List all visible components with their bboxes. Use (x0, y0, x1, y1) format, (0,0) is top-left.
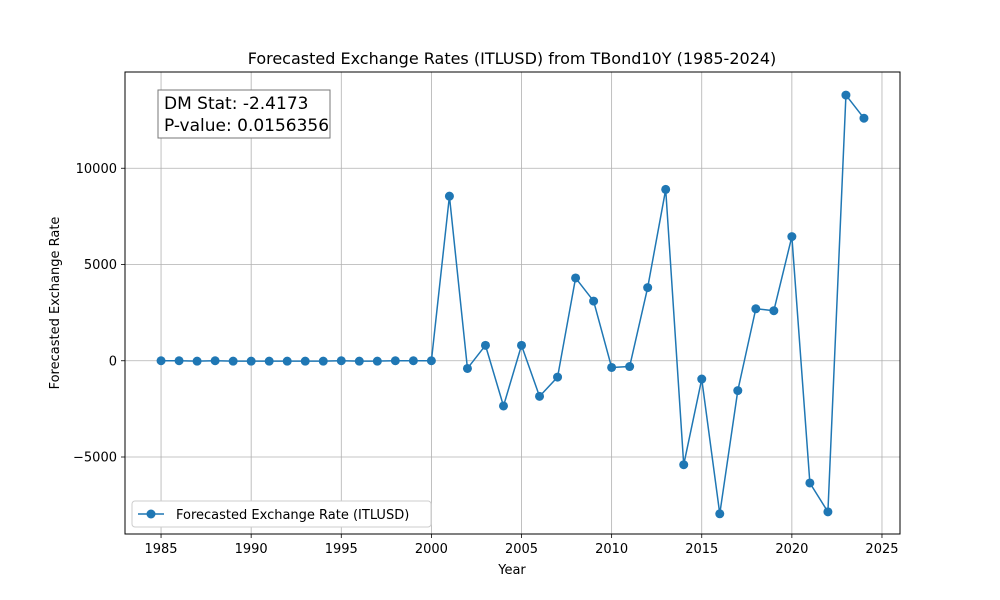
legend-marker-swatch (146, 509, 156, 519)
data-point-1994[interactable] (318, 356, 328, 366)
data-point-1985[interactable] (156, 356, 166, 366)
y-axis-label: Forecasted Exchange Rate (48, 217, 63, 390)
p-value-text: P-value: 0.0156356 (164, 116, 329, 136)
y-tick-label: 5000 (84, 258, 117, 273)
y-tick-label: −5000 (73, 451, 117, 466)
x-tick-label: 2025 (865, 542, 898, 557)
x-tick-label: 2010 (595, 542, 628, 557)
x-tick-label: 2005 (505, 542, 538, 557)
data-point-1990[interactable] (246, 356, 256, 366)
data-point-2019[interactable] (769, 306, 779, 316)
data-point-2002[interactable] (462, 363, 472, 373)
data-point-2018[interactable] (751, 304, 761, 314)
data-point-2010[interactable] (607, 362, 617, 372)
data-point-2005[interactable] (517, 340, 527, 350)
data-point-2008[interactable] (571, 273, 581, 283)
data-point-2022[interactable] (823, 507, 833, 517)
chart-title: Forecasted Exchange Rates (ITLUSD) from … (248, 49, 777, 68)
legend-frame (131, 500, 432, 528)
data-point-1987[interactable] (192, 356, 202, 366)
data-point-2007[interactable] (553, 372, 563, 382)
data-point-1999[interactable] (408, 356, 418, 366)
data-point-2014[interactable] (679, 460, 689, 470)
data-point-2023[interactable] (841, 90, 851, 100)
data-point-1991[interactable] (264, 356, 274, 366)
x-tick-label: 2020 (775, 542, 808, 557)
data-point-2013[interactable] (661, 184, 671, 194)
x-tick-label: 2015 (685, 542, 718, 557)
dm-stat-text: DM Stat: -2.4173 (164, 94, 308, 114)
x-tick-label: 2000 (415, 542, 448, 557)
data-point-2003[interactable] (480, 340, 490, 350)
y-tick-label: 0 (109, 354, 117, 369)
data-point-2000[interactable] (426, 356, 436, 366)
data-point-2017[interactable] (733, 386, 743, 396)
legend: Forecasted Exchange Rate (ITLUSD) (131, 500, 432, 528)
data-point-1989[interactable] (228, 356, 238, 366)
y-tick-label: 10000 (76, 162, 117, 177)
plot-area (124, 71, 901, 535)
data-point-2020[interactable] (787, 232, 797, 242)
grid (125, 72, 900, 534)
series-layer (156, 90, 869, 519)
data-point-2012[interactable] (643, 283, 653, 293)
data-point-2016[interactable] (715, 509, 725, 519)
axis-ticks: 1985 1990 1995 2000 2005 2010 2015 2020 2025 −500… (73, 162, 899, 557)
data-point-2021[interactable] (805, 478, 815, 488)
legend-label: Forecasted Exchange Rate (ITLUSD) (176, 508, 409, 523)
x-tick-label: 1990 (235, 542, 268, 557)
data-point-2009[interactable] (589, 296, 599, 306)
annotation-frame (157, 89, 331, 139)
x-axis-label: Year (497, 563, 526, 578)
data-point-1995[interactable] (336, 356, 346, 366)
series-line (161, 94, 865, 515)
data-point-2001[interactable] (444, 191, 454, 201)
data-point-2011[interactable] (625, 362, 635, 372)
data-point-2004[interactable] (498, 401, 508, 411)
data-point-1986[interactable] (174, 356, 184, 366)
data-point-2024[interactable] (859, 113, 869, 123)
data-point-1992[interactable] (282, 356, 292, 366)
x-tick-label: 1985 (144, 542, 177, 557)
data-point-1997[interactable] (372, 356, 382, 366)
data-point-1988[interactable] (210, 356, 220, 366)
data-point-1996[interactable] (354, 356, 364, 366)
data-point-1993[interactable] (300, 356, 310, 366)
data-point-1998[interactable] (390, 356, 400, 366)
data-point-2015[interactable] (697, 374, 707, 384)
data-point-2006[interactable] (535, 391, 545, 401)
x-tick-label: 1995 (325, 542, 358, 557)
annotation-box: DM Stat: -2.4173 P-value: 0.0156356 (157, 89, 331, 139)
